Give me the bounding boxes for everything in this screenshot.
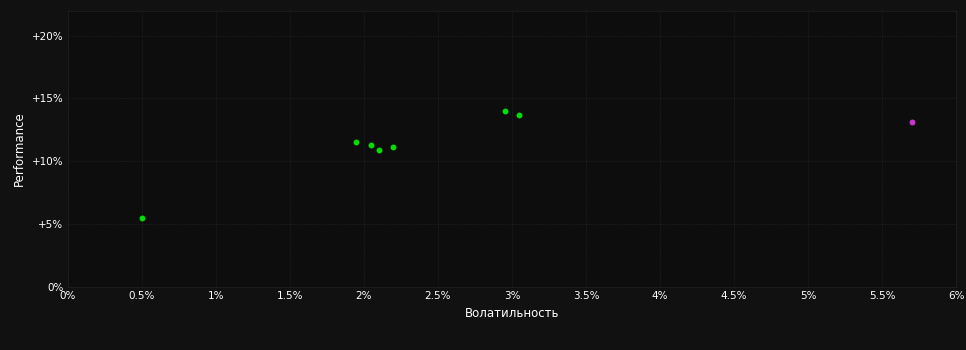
Point bbox=[349, 140, 364, 145]
Point bbox=[904, 120, 920, 125]
Point bbox=[512, 112, 527, 118]
Point bbox=[497, 108, 512, 114]
Point bbox=[371, 147, 386, 153]
Point bbox=[363, 142, 379, 148]
X-axis label: Волатильность: Волатильность bbox=[465, 307, 559, 320]
Y-axis label: Performance: Performance bbox=[14, 111, 26, 186]
Point bbox=[134, 215, 150, 221]
Point bbox=[385, 145, 401, 150]
